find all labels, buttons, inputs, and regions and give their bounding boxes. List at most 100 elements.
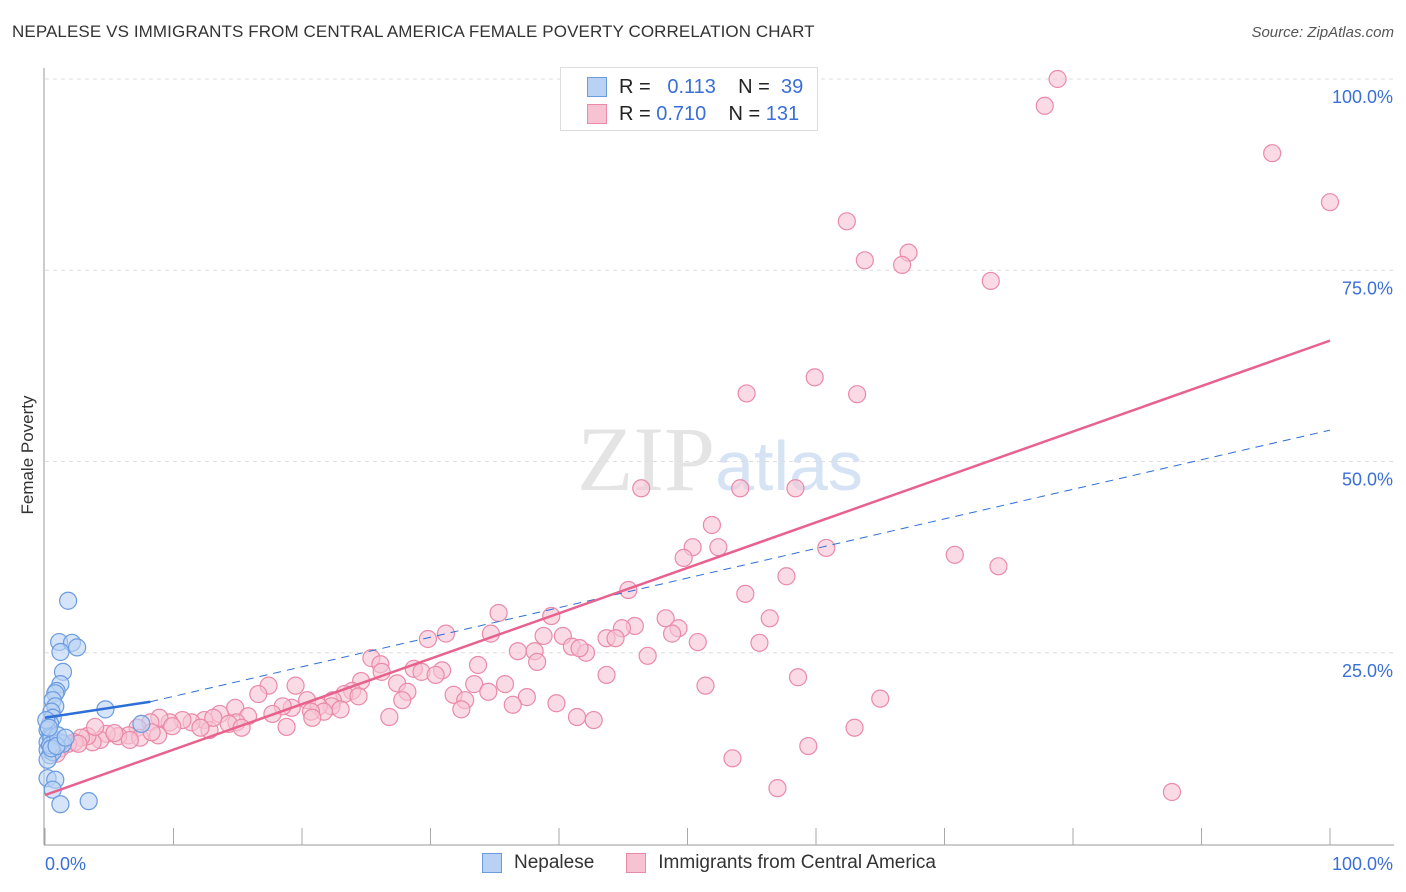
legend-row-central-america: R = 0.710 N = 131 — [587, 102, 799, 126]
point-central-america — [799, 736, 818, 756]
n-value: 39 — [780, 75, 804, 98]
n-label: N = — [738, 75, 770, 98]
point-central-america — [570, 639, 589, 658]
point-nepalese — [132, 714, 151, 733]
point-central-america — [163, 717, 182, 736]
point-central-america — [508, 642, 527, 661]
legend-label-central-america: Immigrants from Central America — [658, 852, 936, 873]
r-value: 0.113 — [667, 75, 716, 98]
point-central-america — [723, 749, 742, 768]
point-central-america — [479, 682, 498, 701]
point-central-america — [191, 718, 210, 737]
point-central-america — [817, 538, 836, 558]
point-central-america — [848, 385, 867, 404]
point-central-america — [452, 700, 471, 719]
point-central-america — [805, 368, 824, 387]
point-central-america — [418, 629, 438, 649]
point-central-america — [688, 632, 707, 652]
trend-line-central-america — [44, 339, 1331, 797]
point-central-america — [1263, 144, 1282, 163]
point-central-america — [674, 548, 693, 567]
point-central-america — [380, 707, 399, 727]
point-central-america — [393, 691, 412, 710]
point-central-america — [331, 700, 350, 719]
point-central-america — [1320, 193, 1340, 212]
point-central-america — [468, 655, 488, 675]
point-central-america — [662, 624, 682, 643]
point-central-america — [105, 723, 124, 743]
point-central-america — [277, 717, 296, 737]
point-central-america — [547, 694, 566, 713]
x-tick-label: 0.0% — [45, 854, 86, 874]
point-central-america — [426, 665, 445, 685]
point-central-america — [286, 676, 305, 695]
point-central-america — [204, 708, 223, 727]
point-nepalese — [79, 792, 98, 811]
point-central-america — [989, 557, 1008, 576]
y-tick-label: 50.0% — [1342, 470, 1393, 490]
legend-swatch-nepalese — [482, 853, 502, 873]
point-nepalese — [56, 728, 75, 747]
point-central-america — [656, 609, 675, 628]
point-nepalese — [59, 591, 78, 610]
point-central-america — [465, 675, 484, 694]
point-central-america — [837, 212, 856, 231]
y-tick-label: 100.0% — [1332, 87, 1393, 107]
point-central-america — [517, 688, 536, 707]
legend-swatch-central-america — [626, 853, 647, 873]
n-label: N = — [728, 102, 761, 125]
legend-swatch-central-america — [587, 104, 607, 124]
point-nepalese — [51, 642, 70, 662]
point-central-america — [709, 538, 728, 557]
point-central-america — [584, 710, 603, 730]
point-central-america — [731, 479, 750, 498]
legend-label-nepalese: Nepalese — [514, 852, 595, 873]
point-central-america — [249, 684, 268, 704]
point-central-america — [786, 479, 805, 498]
point-central-america — [638, 646, 657, 665]
point-central-america — [736, 584, 755, 603]
trend-line-dashed — [150, 429, 1331, 703]
point-central-america — [696, 676, 715, 695]
point-central-america — [120, 730, 139, 750]
x-tick-label: 100.0% — [1332, 854, 1393, 874]
point-central-america — [768, 779, 787, 798]
point-central-america — [632, 479, 651, 498]
stats-legend: R = 0.113 N = 39 R = 0.710 N = 131 — [560, 67, 818, 131]
point-central-america — [606, 629, 625, 648]
point-central-america — [597, 665, 616, 685]
point-central-america — [567, 707, 587, 727]
point-central-america — [981, 271, 1000, 291]
point-central-america — [1162, 782, 1182, 802]
point-central-america — [503, 695, 522, 714]
y-tick-label: 25.0% — [1342, 661, 1393, 681]
point-central-america — [760, 609, 779, 628]
point-central-america — [777, 567, 796, 586]
point-central-america — [436, 624, 456, 643]
point-central-america — [702, 515, 722, 535]
point-central-america — [303, 708, 322, 727]
point-central-america — [737, 384, 756, 403]
point-nepalese — [39, 718, 58, 737]
source-label: Source: ZipAtlas.com — [1251, 24, 1394, 41]
point-central-america — [1035, 96, 1054, 115]
r-label: R = — [619, 75, 651, 98]
point-nepalese — [51, 795, 70, 814]
point-central-america — [892, 255, 912, 274]
n-value: 131 — [765, 102, 800, 125]
chart-title: NEPALESE VS IMMIGRANTS FROM CENTRAL AMER… — [12, 22, 815, 41]
point-central-america — [750, 633, 769, 652]
point-central-america — [855, 251, 874, 270]
legend-swatch-nepalese — [587, 77, 607, 97]
point-central-america — [534, 626, 553, 646]
point-central-america — [871, 689, 890, 708]
watermark: ZIPatlas — [577, 408, 863, 510]
point-central-america — [1048, 69, 1067, 89]
point-central-america — [788, 668, 808, 687]
legend-row-nepalese: R = 0.113 N = 39 — [587, 75, 803, 99]
point-central-america — [86, 717, 105, 737]
trend-line-nepalese — [44, 700, 151, 720]
r-label: R = — [619, 102, 651, 125]
